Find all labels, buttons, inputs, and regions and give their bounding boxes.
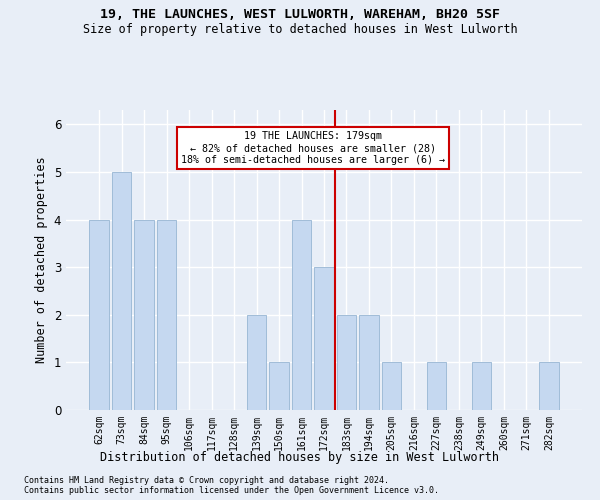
Text: 19, THE LAUNCHES, WEST LULWORTH, WAREHAM, BH20 5SF: 19, THE LAUNCHES, WEST LULWORTH, WAREHAM… — [100, 8, 500, 20]
Bar — [472, 362, 491, 410]
Bar — [539, 362, 559, 410]
Text: Distribution of detached houses by size in West Lulworth: Distribution of detached houses by size … — [101, 451, 499, 464]
Bar — [382, 362, 401, 410]
Bar — [427, 362, 446, 410]
Bar — [134, 220, 154, 410]
Bar — [112, 172, 131, 410]
Bar — [157, 220, 176, 410]
Bar — [89, 220, 109, 410]
Text: Size of property relative to detached houses in West Lulworth: Size of property relative to detached ho… — [83, 22, 517, 36]
Bar — [247, 315, 266, 410]
Bar — [337, 315, 356, 410]
Bar — [314, 267, 334, 410]
Text: 19 THE LAUNCHES: 179sqm
← 82% of detached houses are smaller (28)
18% of semi-de: 19 THE LAUNCHES: 179sqm ← 82% of detache… — [181, 132, 445, 164]
Bar — [292, 220, 311, 410]
Bar — [359, 315, 379, 410]
Text: Contains HM Land Registry data © Crown copyright and database right 2024.: Contains HM Land Registry data © Crown c… — [24, 476, 389, 485]
Y-axis label: Number of detached properties: Number of detached properties — [35, 156, 48, 364]
Bar — [269, 362, 289, 410]
Text: Contains public sector information licensed under the Open Government Licence v3: Contains public sector information licen… — [24, 486, 439, 495]
